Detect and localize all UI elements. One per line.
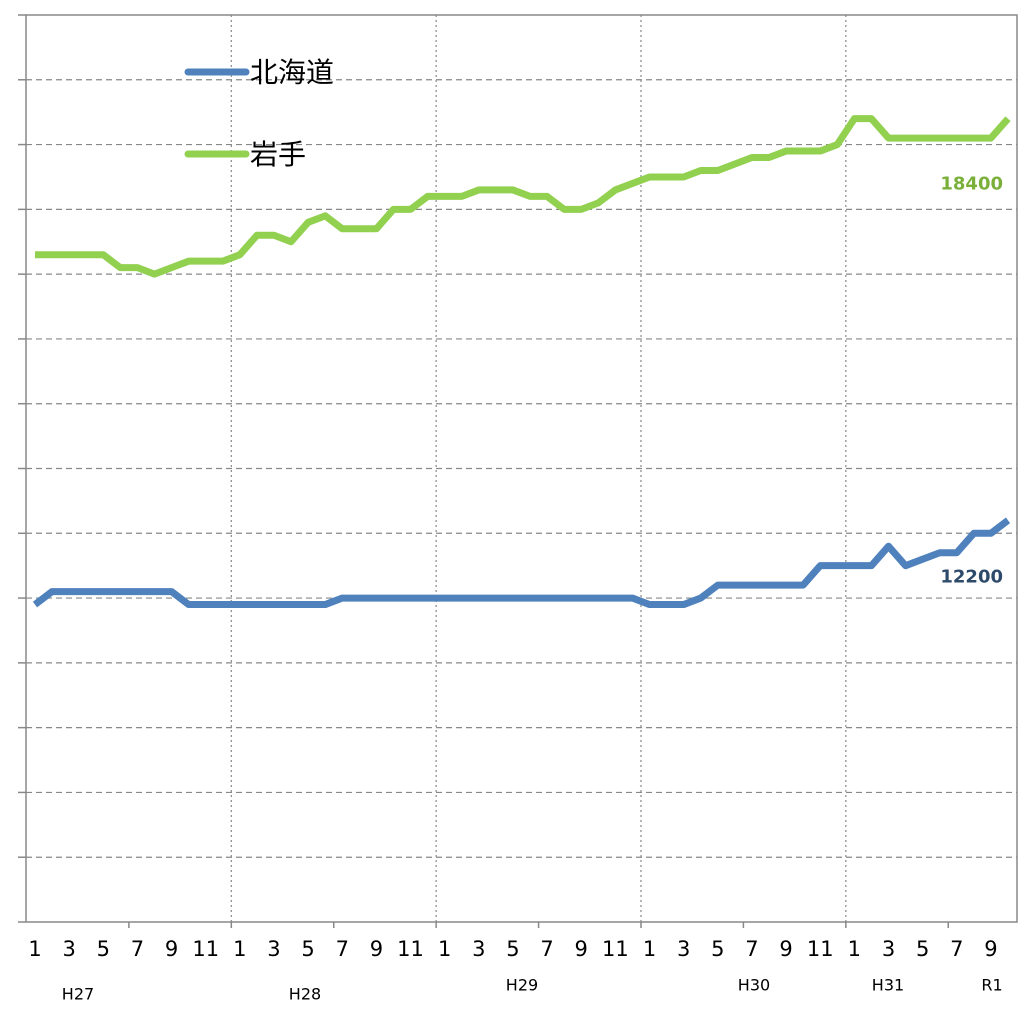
x-tick-label: 9 — [575, 937, 588, 961]
x-tick-label: 9 — [779, 937, 792, 961]
data-label: 18400 — [940, 174, 1003, 195]
x-tick-label: 7 — [336, 937, 349, 961]
x-tick-label: 5 — [916, 937, 929, 961]
x-tick-label: 1 — [28, 937, 41, 961]
x-tick-label: 7 — [131, 937, 144, 961]
x-tick-label: 9 — [165, 937, 178, 961]
year-label: H31 — [872, 976, 904, 995]
x-tick-label: 5 — [97, 937, 110, 961]
x-tick-label: 7 — [950, 937, 963, 961]
x-tick-label: 11 — [397, 937, 424, 961]
x-tick-label: 1 — [438, 937, 451, 961]
x-tick-label: 3 — [677, 937, 690, 961]
x-tick-label: 5 — [301, 937, 314, 961]
year-label: H28 — [289, 985, 321, 1004]
series-line — [35, 115, 1011, 278]
year-label: R1 — [981, 976, 1002, 995]
x-tick-label: 1 — [848, 937, 861, 961]
series-line — [32, 517, 1011, 609]
x-tick-label: 3 — [62, 937, 75, 961]
x-tick-label: 11 — [192, 937, 219, 961]
x-tick-label: 9 — [370, 937, 383, 961]
x-tick-label: 1 — [233, 937, 246, 961]
x-tick-label: 11 — [807, 937, 834, 961]
x-tick-label: 7 — [745, 937, 758, 961]
year-label: H27 — [62, 985, 94, 1004]
year-label: H30 — [738, 976, 770, 995]
legend-label: 岩手 — [250, 138, 306, 171]
x-tick-label: 7 — [540, 937, 553, 961]
legend-label: 北海道 — [250, 56, 334, 89]
x-tick-label: 3 — [267, 937, 280, 961]
x-tick-label: 11 — [602, 937, 629, 961]
year-label: H29 — [506, 976, 538, 995]
x-tick-label: 3 — [472, 937, 485, 961]
data-label: 12200 — [940, 566, 1003, 587]
x-tick-label: 1 — [643, 937, 656, 961]
x-tick-label: 5 — [711, 937, 724, 961]
x-tick-label: 3 — [882, 937, 895, 961]
x-tick-label: 9 — [984, 937, 997, 961]
x-tick-label: 5 — [506, 937, 519, 961]
